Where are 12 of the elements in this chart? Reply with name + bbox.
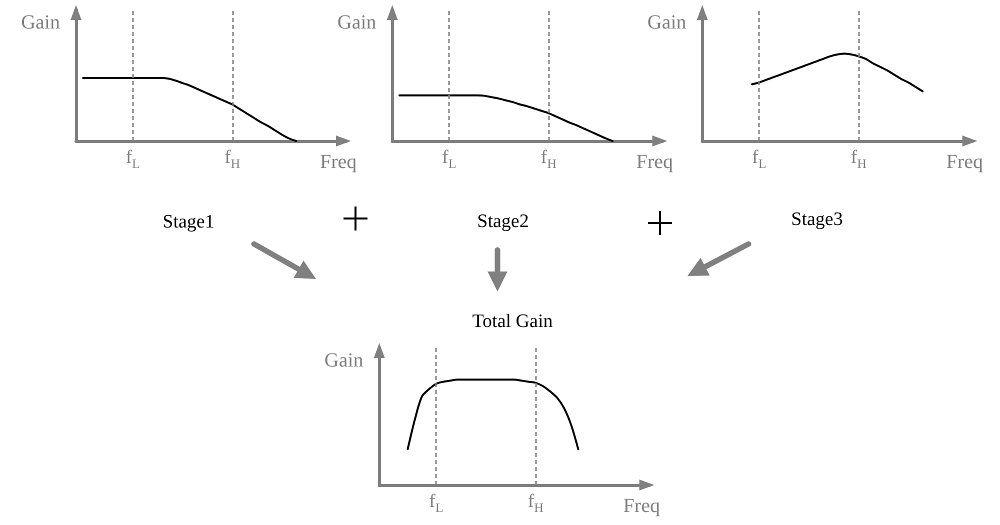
y-axis-title: Gain — [324, 350, 364, 372]
chart-title: Total Gain — [472, 311, 554, 332]
y-axis-title: Gain — [337, 12, 376, 34]
y-axis-title: Gain — [21, 12, 60, 34]
x-axis-title: Freq — [320, 151, 357, 173]
x-axis-title: Freq — [623, 495, 660, 517]
x-axis-title: Freq — [636, 151, 673, 173]
text: Stage3 — [791, 209, 843, 230]
text: Stage1 — [162, 212, 214, 232]
x-axis-title: Freq — [946, 151, 983, 173]
text: Stage2 — [477, 211, 529, 232]
y-axis-title: Gain — [647, 12, 686, 34]
